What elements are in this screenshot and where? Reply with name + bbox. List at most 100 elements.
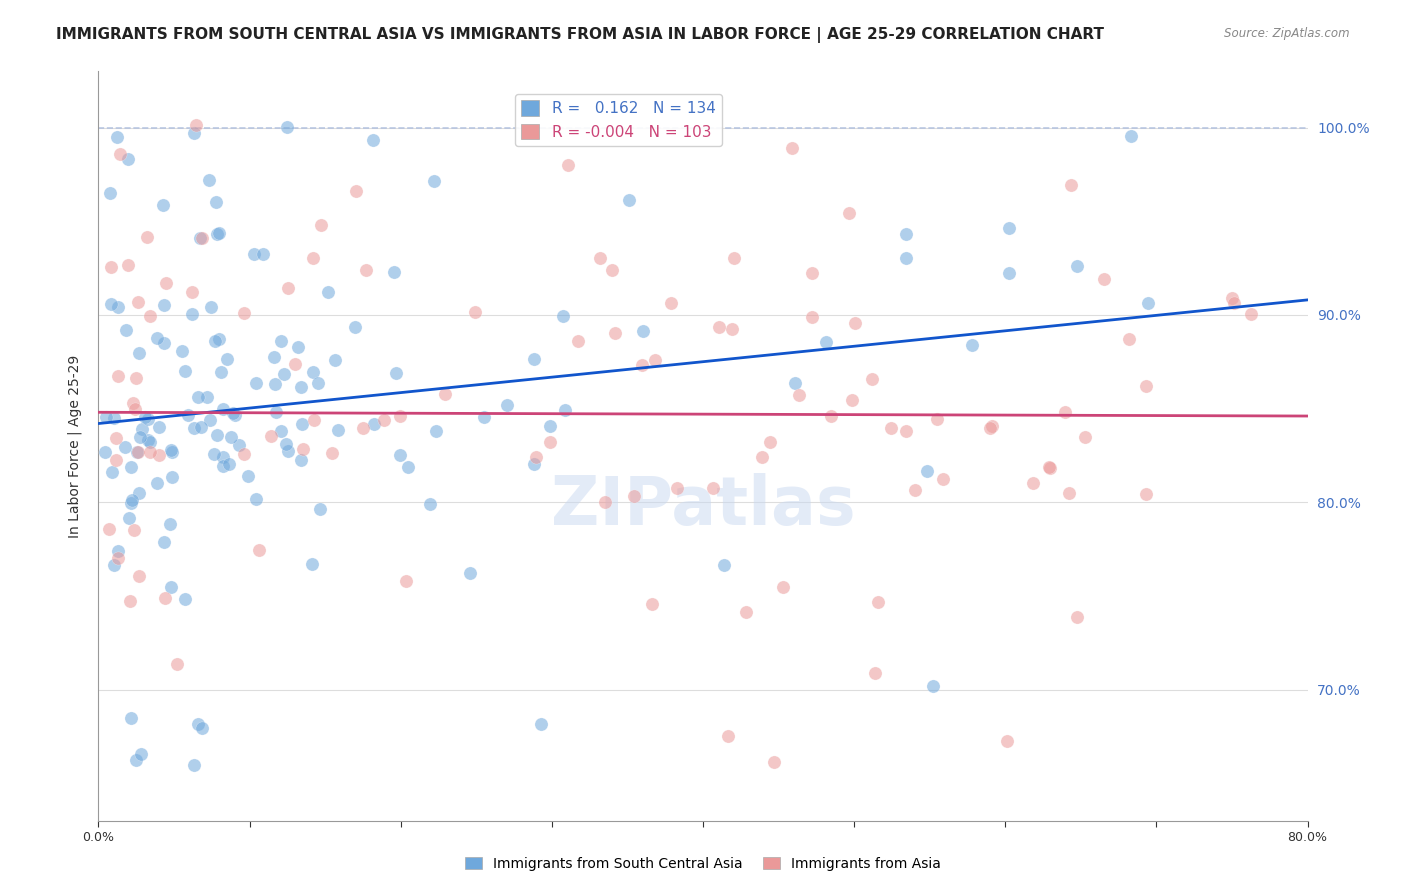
- Point: [422, 174, 444, 188]
- Text: IMMIGRANTS FROM SOUTH CENTRAL ASIA VS IMMIGRANTS FROM ASIA IN LABOR FORCE | AGE : IMMIGRANTS FROM SOUTH CENTRAL ASIA VS IM…: [56, 27, 1104, 43]
- Point: [243, 246, 266, 260]
- Point: [107, 301, 129, 315]
- Point: [236, 469, 259, 483]
- Point: [925, 412, 948, 426]
- Point: [316, 285, 339, 299]
- Point: [222, 406, 245, 420]
- Point: [120, 460, 142, 475]
- Point: [838, 206, 860, 220]
- Point: [538, 435, 561, 450]
- Point: [373, 413, 395, 427]
- Point: [174, 364, 197, 378]
- Point: [1057, 485, 1080, 500]
- Point: [208, 332, 231, 346]
- Point: [177, 408, 200, 422]
- Point: [127, 445, 149, 459]
- Point: [301, 365, 323, 379]
- Point: [105, 129, 128, 144]
- Point: [245, 492, 267, 507]
- Point: [191, 721, 214, 735]
- Point: [284, 357, 307, 371]
- Point: [134, 409, 156, 424]
- Point: [557, 158, 579, 172]
- Point: [1038, 460, 1060, 475]
- Point: [287, 340, 309, 354]
- Point: [326, 423, 349, 437]
- Point: [232, 306, 254, 320]
- Point: [212, 401, 235, 416]
- Point: [125, 753, 148, 767]
- Point: [1135, 487, 1157, 501]
- Point: [932, 472, 955, 486]
- Point: [309, 501, 332, 516]
- Point: [785, 376, 807, 390]
- Point: [880, 421, 903, 435]
- Point: [212, 458, 235, 473]
- Point: [160, 580, 183, 594]
- Point: [554, 403, 576, 417]
- Point: [198, 173, 221, 187]
- Point: [205, 195, 228, 210]
- Point: [659, 296, 682, 310]
- Point: [419, 497, 441, 511]
- Point: [702, 481, 724, 495]
- Point: [198, 413, 221, 427]
- Point: [1118, 332, 1140, 346]
- Point: [174, 591, 197, 606]
- Point: [145, 331, 167, 345]
- Point: [191, 230, 214, 244]
- Point: [894, 227, 917, 241]
- Point: [181, 285, 204, 300]
- Point: [122, 396, 145, 410]
- Point: [600, 263, 623, 277]
- Point: [208, 227, 231, 241]
- Point: [276, 120, 298, 135]
- Point: [666, 481, 689, 495]
- Point: [139, 435, 162, 450]
- Point: [904, 483, 927, 497]
- Point: [1135, 379, 1157, 393]
- Point: [1053, 405, 1076, 419]
- Point: [209, 365, 232, 379]
- Point: [344, 184, 367, 198]
- Point: [302, 251, 325, 265]
- Point: [117, 258, 139, 272]
- Point: [183, 126, 205, 140]
- Point: [631, 324, 654, 338]
- Point: [153, 534, 176, 549]
- Point: [388, 409, 411, 424]
- Point: [363, 417, 385, 431]
- Point: [187, 390, 209, 404]
- Point: [713, 558, 735, 572]
- Point: [200, 301, 222, 315]
- Point: [153, 298, 176, 312]
- Point: [395, 574, 418, 588]
- Point: [800, 310, 823, 324]
- Point: [464, 305, 486, 319]
- Point: [344, 320, 367, 334]
- Point: [751, 450, 773, 465]
- Point: [385, 366, 408, 380]
- Point: [100, 260, 122, 274]
- Point: [425, 424, 447, 438]
- Point: [148, 419, 170, 434]
- Point: [860, 371, 883, 385]
- Point: [252, 246, 274, 260]
- Point: [787, 388, 810, 402]
- Point: [136, 434, 159, 448]
- Point: [589, 251, 612, 265]
- Point: [103, 410, 125, 425]
- Point: [553, 310, 575, 324]
- Point: [224, 408, 246, 422]
- Point: [962, 338, 984, 352]
- Point: [122, 523, 145, 537]
- Point: [1073, 430, 1095, 444]
- Point: [107, 544, 129, 558]
- Point: [247, 542, 270, 557]
- Point: [1022, 476, 1045, 491]
- Point: [301, 558, 323, 572]
- Point: [979, 421, 1001, 435]
- Point: [136, 412, 159, 426]
- Point: [321, 446, 343, 460]
- Point: [155, 591, 177, 605]
